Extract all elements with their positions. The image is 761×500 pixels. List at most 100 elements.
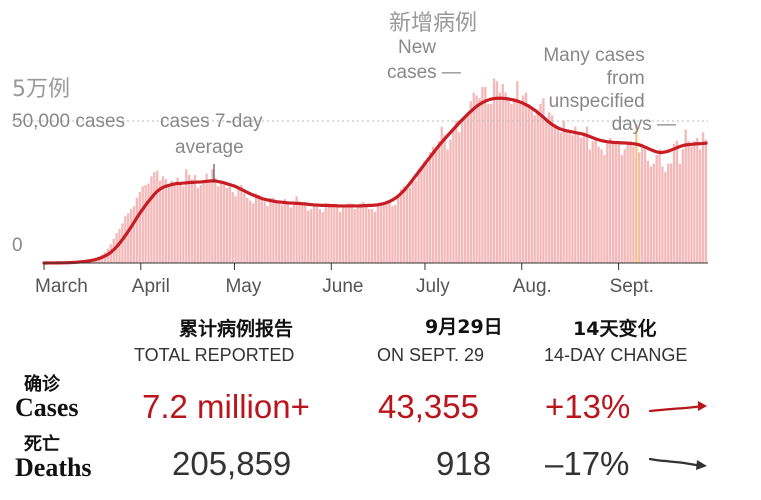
x-tick-label: May xyxy=(225,276,261,297)
x-tick-label: June xyxy=(322,276,363,297)
case-bar xyxy=(339,211,342,263)
case-bar xyxy=(298,201,301,263)
case-bar xyxy=(234,196,237,263)
case-bar xyxy=(431,146,435,263)
case-bar xyxy=(199,184,202,263)
case-bar xyxy=(248,200,252,263)
unspecified-days-annotation: Many cases from unspecified days — xyxy=(543,45,676,135)
x-tick-label: July xyxy=(416,276,450,297)
case-bar xyxy=(458,132,461,263)
case-bar xyxy=(585,126,589,264)
case-bar xyxy=(237,189,240,263)
case-bar xyxy=(617,140,621,263)
case-bar xyxy=(225,187,229,263)
case-bar xyxy=(356,207,359,263)
case-bar xyxy=(594,138,597,263)
case-bar xyxy=(376,203,380,263)
case-bar xyxy=(161,176,165,263)
case-bar xyxy=(501,84,504,263)
case-bar xyxy=(324,203,327,263)
case-bar xyxy=(167,186,171,263)
case-bar xyxy=(699,149,702,263)
case-bar xyxy=(600,149,603,263)
case-bar xyxy=(664,172,667,263)
case-bar xyxy=(440,126,443,264)
cases-trend-arrow-up-icon xyxy=(648,401,707,413)
case-bar xyxy=(176,177,179,263)
case-bar xyxy=(231,192,234,263)
case-bar xyxy=(208,179,211,263)
case-bar xyxy=(202,183,205,263)
case-bar xyxy=(498,92,502,263)
case-bar xyxy=(368,209,371,263)
case-bar xyxy=(382,203,385,263)
case-bar xyxy=(614,143,618,263)
case-bar xyxy=(582,132,586,263)
case-bar xyxy=(672,143,676,263)
case-bar xyxy=(301,203,304,263)
case-bar xyxy=(521,95,525,263)
case-bar xyxy=(330,206,333,263)
case-bar xyxy=(460,119,464,263)
case-bar xyxy=(655,155,658,263)
case-bar xyxy=(394,204,397,263)
header-total-zh: 累计病例报告 xyxy=(179,318,294,340)
case-bar xyxy=(344,207,348,263)
case-bar xyxy=(623,149,626,263)
cases-row-label-zh: 确诊 xyxy=(24,374,60,395)
case-bar xyxy=(353,209,356,263)
case-bar xyxy=(571,135,574,263)
header-day-zh: 9月29日 xyxy=(425,316,503,338)
case-bar xyxy=(251,203,255,263)
case-bar xyxy=(370,209,374,263)
case-bar xyxy=(164,179,168,263)
case-bar xyxy=(426,163,429,263)
case-bar xyxy=(391,206,394,263)
case-bar xyxy=(153,172,156,263)
case-bar xyxy=(283,199,287,263)
case-bar xyxy=(684,129,687,263)
case-bar xyxy=(469,101,472,264)
case-bar xyxy=(661,166,664,263)
case-bar xyxy=(289,207,292,263)
case-bar xyxy=(434,149,438,263)
case-bar xyxy=(550,115,554,263)
case-bar xyxy=(632,146,635,263)
case-bar xyxy=(591,140,594,263)
avg-annotation: cases 7-day average xyxy=(160,111,268,158)
case-bar xyxy=(280,204,284,263)
case-bar xyxy=(388,200,391,263)
case-bar xyxy=(350,203,353,263)
case-bar xyxy=(222,184,226,263)
case-bar xyxy=(318,209,321,263)
case-bar xyxy=(257,194,261,263)
case-bar xyxy=(365,206,368,263)
case-bar xyxy=(516,81,519,264)
case-bar xyxy=(196,187,200,263)
case-bar xyxy=(292,204,295,263)
case-bar xyxy=(466,112,470,263)
case-bar xyxy=(263,201,266,263)
case-bar xyxy=(217,186,220,263)
case-bar xyxy=(188,174,191,263)
y-top-label-zh: 5万例 xyxy=(12,77,70,102)
y-tick-label-0: 0 xyxy=(12,235,23,256)
case-bar xyxy=(452,129,455,263)
case-bar xyxy=(309,209,313,263)
case-bar xyxy=(147,183,150,263)
case-bar xyxy=(524,92,528,263)
case-bar xyxy=(603,155,606,263)
case-bar xyxy=(446,149,449,263)
x-tick-label: April xyxy=(132,276,170,297)
new-cases-label-zh: 新增病例 xyxy=(389,11,477,36)
case-bar xyxy=(150,176,153,263)
case-bar xyxy=(437,140,441,263)
x-tick-label: March xyxy=(35,276,88,297)
case-bar xyxy=(179,182,182,263)
case-bar xyxy=(519,101,522,264)
case-bar xyxy=(443,135,446,263)
case-bar xyxy=(341,206,345,263)
case-bar xyxy=(275,200,278,263)
x-tick-label: Aug. xyxy=(513,276,552,297)
case-bar xyxy=(211,169,214,263)
